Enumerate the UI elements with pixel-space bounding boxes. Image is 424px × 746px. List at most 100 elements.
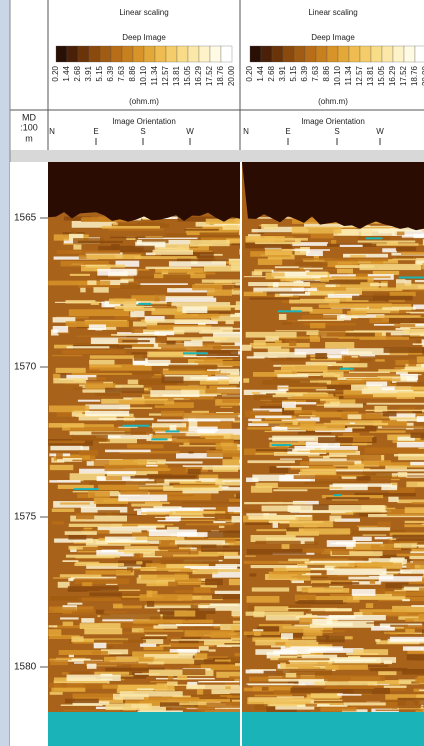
image-streak bbox=[110, 652, 122, 655]
image-streak bbox=[293, 357, 329, 359]
image-streak bbox=[301, 558, 349, 562]
image-streak bbox=[87, 491, 110, 498]
image-streak bbox=[386, 241, 399, 246]
image-streak bbox=[329, 450, 361, 457]
image-streak bbox=[406, 476, 424, 478]
image-streak bbox=[93, 639, 147, 643]
image-streak bbox=[389, 417, 424, 421]
image-streak bbox=[255, 540, 301, 545]
image-streak bbox=[372, 270, 400, 275]
image-streak bbox=[375, 709, 400, 712]
image-streak bbox=[197, 314, 231, 317]
image-streak bbox=[295, 372, 336, 376]
image-streak bbox=[201, 545, 240, 552]
image-streak bbox=[151, 423, 187, 429]
image-streak bbox=[231, 646, 240, 648]
image-streak bbox=[282, 401, 296, 408]
image-streak bbox=[71, 434, 108, 441]
image-streak bbox=[287, 679, 302, 684]
image-streak bbox=[397, 436, 415, 441]
image-streak bbox=[243, 509, 263, 512]
image-streak bbox=[402, 599, 410, 602]
image-streak bbox=[119, 691, 183, 697]
image-streak bbox=[422, 709, 424, 712]
image-streak bbox=[79, 623, 121, 629]
image-streak bbox=[397, 472, 408, 478]
image-streak bbox=[256, 529, 304, 532]
image-streak bbox=[133, 359, 171, 366]
image-streak bbox=[70, 671, 91, 675]
image-streak bbox=[322, 371, 344, 379]
image-streak bbox=[268, 678, 328, 682]
image-streak bbox=[220, 441, 234, 446]
image-streak bbox=[50, 659, 68, 666]
image-streak bbox=[248, 282, 311, 287]
image-streak bbox=[72, 459, 92, 462]
image-streak bbox=[176, 258, 229, 262]
image-streak bbox=[357, 562, 403, 570]
image-streak bbox=[226, 238, 240, 244]
image-streak bbox=[246, 477, 259, 483]
image-streak bbox=[50, 595, 105, 601]
image-streak bbox=[154, 331, 175, 336]
color-cell bbox=[110, 45, 123, 63]
image-streak bbox=[49, 691, 63, 695]
image-cyan-mark bbox=[277, 310, 302, 313]
image-streak bbox=[235, 493, 240, 500]
image-streak bbox=[315, 595, 360, 603]
image-streak bbox=[353, 612, 363, 617]
image-streak bbox=[378, 507, 396, 510]
image-streak bbox=[314, 681, 378, 686]
image-streak bbox=[84, 628, 123, 635]
image-streak bbox=[366, 402, 424, 405]
image-streak bbox=[212, 658, 240, 660]
image-streak bbox=[222, 446, 240, 454]
image-streak bbox=[147, 351, 207, 358]
image-streak bbox=[410, 432, 424, 438]
image-streak bbox=[162, 613, 207, 620]
image-streak bbox=[395, 246, 417, 251]
image-streak bbox=[145, 252, 156, 256]
image-streak bbox=[353, 543, 401, 551]
image-streak bbox=[139, 556, 163, 558]
image-streak bbox=[378, 369, 424, 373]
image-streak bbox=[413, 699, 424, 705]
image-streak bbox=[215, 478, 240, 486]
scale-label: 2.68 bbox=[267, 65, 276, 81]
image-streak bbox=[62, 350, 126, 354]
image-streak bbox=[199, 232, 239, 238]
image-streak bbox=[356, 476, 371, 481]
image-streak bbox=[210, 632, 240, 638]
image-streak bbox=[310, 233, 334, 239]
image-streak bbox=[352, 536, 372, 542]
image-streak bbox=[145, 236, 163, 238]
image-streak bbox=[254, 606, 289, 612]
image-streak bbox=[70, 515, 128, 522]
image-streak bbox=[73, 244, 82, 250]
image-streak bbox=[229, 498, 240, 503]
image-streak bbox=[268, 571, 311, 579]
image-streak bbox=[152, 305, 177, 309]
image-streak bbox=[294, 594, 317, 602]
image-streak bbox=[238, 228, 240, 236]
image-streak bbox=[290, 465, 336, 470]
image-streak bbox=[358, 527, 391, 531]
image-streak bbox=[274, 276, 312, 279]
image-streak bbox=[212, 572, 240, 578]
image-streak bbox=[168, 395, 215, 400]
image-streak bbox=[289, 298, 340, 304]
image-streak bbox=[331, 239, 337, 245]
image-streak bbox=[170, 519, 215, 521]
image-streak bbox=[368, 558, 404, 566]
image-streak bbox=[330, 420, 382, 424]
image-streak bbox=[48, 423, 85, 428]
image-streak bbox=[351, 384, 382, 391]
image-streak bbox=[170, 639, 233, 641]
image-streak bbox=[134, 567, 191, 570]
image-streak bbox=[251, 228, 309, 233]
image-streak bbox=[230, 625, 240, 631]
image-streak bbox=[79, 450, 99, 456]
color-cell bbox=[337, 45, 350, 63]
image-streak bbox=[412, 343, 424, 345]
image-streak bbox=[275, 340, 282, 344]
